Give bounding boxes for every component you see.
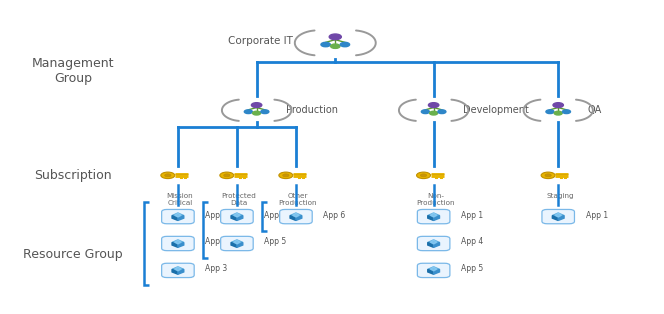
Polygon shape [552,216,558,220]
Circle shape [562,110,570,114]
Text: QA: QA [588,105,602,115]
Circle shape [340,42,350,47]
Text: Mission
Critical: Mission Critical [167,193,193,206]
Polygon shape [290,216,296,220]
Circle shape [279,172,293,179]
Circle shape [165,174,171,177]
FancyBboxPatch shape [542,209,574,224]
Polygon shape [430,267,437,271]
FancyBboxPatch shape [161,209,194,224]
Circle shape [161,172,175,179]
Polygon shape [234,213,240,217]
Text: Other
Production: Other Production [279,193,317,206]
Polygon shape [434,269,440,274]
Polygon shape [555,213,562,217]
Circle shape [428,103,439,107]
Text: App 1: App 1 [461,211,483,219]
Text: Protected
Data: Protected Data [222,193,256,206]
Circle shape [438,110,446,114]
Polygon shape [293,213,299,217]
Polygon shape [430,240,437,244]
Text: App 5: App 5 [461,264,483,273]
Polygon shape [172,242,178,247]
Text: App 3: App 3 [205,264,228,273]
Text: Non-
Production: Non- Production [416,193,455,206]
Polygon shape [172,213,184,218]
Circle shape [416,172,430,179]
Circle shape [422,110,430,114]
Polygon shape [428,240,440,245]
Polygon shape [178,269,184,274]
Text: Development: Development [463,105,529,115]
Circle shape [252,111,260,115]
Text: Staging: Staging [546,193,574,199]
Polygon shape [178,216,184,220]
Polygon shape [231,216,237,220]
Polygon shape [428,267,440,272]
Circle shape [244,110,252,114]
Polygon shape [296,216,302,220]
Polygon shape [558,216,564,220]
Polygon shape [231,213,243,218]
Polygon shape [430,213,437,217]
FancyBboxPatch shape [161,236,194,251]
Circle shape [329,34,341,40]
Polygon shape [428,242,434,247]
Text: App 6: App 6 [323,211,346,219]
Text: Subscription: Subscription [35,169,112,182]
Circle shape [546,110,554,114]
Circle shape [420,174,427,177]
Circle shape [321,42,330,47]
Polygon shape [428,216,434,220]
Polygon shape [172,216,178,220]
Circle shape [224,174,230,177]
Polygon shape [175,240,181,244]
Text: Production: Production [286,105,338,115]
Circle shape [220,172,234,179]
Text: App 1: App 1 [205,211,228,219]
Polygon shape [175,267,181,271]
Text: App 2: App 2 [205,237,228,246]
Circle shape [283,174,289,177]
Polygon shape [237,216,243,220]
Circle shape [553,103,563,107]
Text: App 4: App 4 [264,211,287,219]
Polygon shape [428,213,440,218]
FancyBboxPatch shape [418,209,450,224]
Text: Corporate IT: Corporate IT [228,36,293,46]
Circle shape [252,103,262,107]
Polygon shape [428,269,434,274]
Circle shape [430,111,438,115]
Polygon shape [172,267,184,272]
FancyBboxPatch shape [418,236,450,251]
Polygon shape [231,242,237,247]
Circle shape [331,44,340,48]
Polygon shape [552,213,564,218]
Text: Management
Group: Management Group [32,57,114,85]
Polygon shape [237,242,243,247]
FancyBboxPatch shape [220,236,253,251]
Polygon shape [175,213,181,217]
Polygon shape [178,242,184,247]
Text: Resource Group: Resource Group [23,248,123,261]
FancyBboxPatch shape [220,209,253,224]
FancyBboxPatch shape [161,263,194,278]
FancyBboxPatch shape [418,263,450,278]
Polygon shape [231,240,243,245]
Text: App 5: App 5 [264,237,287,246]
Polygon shape [290,213,302,218]
Polygon shape [234,240,240,244]
Polygon shape [172,240,184,245]
Text: App 4: App 4 [461,237,483,246]
Polygon shape [434,216,440,220]
Text: App 1: App 1 [586,211,608,219]
FancyBboxPatch shape [280,209,312,224]
Circle shape [541,172,555,179]
Polygon shape [434,242,440,247]
Polygon shape [172,269,178,274]
Circle shape [261,110,269,114]
Circle shape [545,174,551,177]
Circle shape [554,111,562,115]
